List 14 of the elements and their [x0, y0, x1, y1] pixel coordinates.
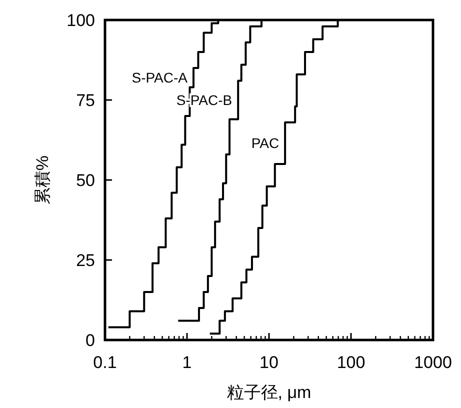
y-tick-label: 0 [86, 331, 95, 350]
y-tick-label: 50 [76, 171, 95, 190]
x-axis-title: 粒子径, μm [226, 383, 312, 402]
y-tick-label: 100 [66, 11, 95, 30]
x-tick-label: 1000 [414, 353, 452, 372]
series-label: S-PAC-A [132, 70, 188, 86]
x-tick-label: 0.1 [93, 353, 117, 372]
y-tick-label: 25 [76, 251, 95, 270]
y-axis-title: 累積% [33, 155, 52, 205]
y-tick-label: 75 [76, 91, 95, 110]
x-tick-label: 100 [336, 353, 366, 372]
x-tick-label: 1 [182, 353, 192, 372]
x-tick-label: 10 [260, 353, 278, 372]
series-label: PAC [251, 135, 280, 152]
